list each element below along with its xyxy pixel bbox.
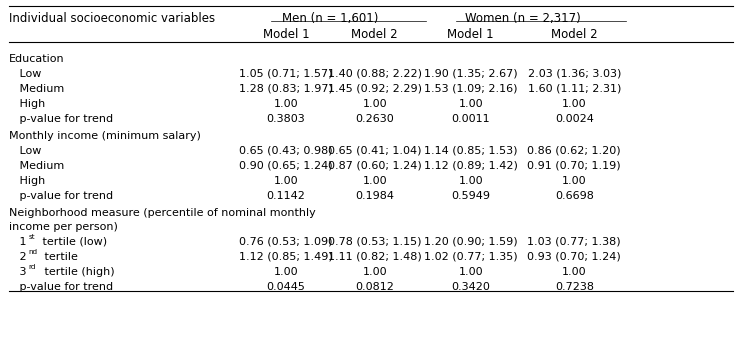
Text: tertile (high): tertile (high) bbox=[42, 267, 115, 277]
Text: 0.76 (0.53; 1.09): 0.76 (0.53; 1.09) bbox=[239, 237, 332, 247]
Text: Women (n = 2,317): Women (n = 2,317) bbox=[464, 12, 580, 25]
Text: 1.40 (0.88; 2.22): 1.40 (0.88; 2.22) bbox=[328, 69, 421, 79]
Text: High: High bbox=[9, 176, 45, 186]
Text: income per person): income per person) bbox=[9, 222, 118, 232]
Text: 2: 2 bbox=[9, 252, 27, 262]
Text: Model 2: Model 2 bbox=[551, 28, 597, 42]
Text: 1.12 (0.89; 1.42): 1.12 (0.89; 1.42) bbox=[424, 161, 518, 171]
Text: 1.00: 1.00 bbox=[362, 99, 387, 109]
Text: Low: Low bbox=[9, 146, 41, 156]
Text: rd: rd bbox=[28, 264, 36, 270]
Text: 0.3420: 0.3420 bbox=[451, 282, 490, 292]
Text: 0.5949: 0.5949 bbox=[451, 191, 490, 201]
Text: 1.02 (0.77; 1.35): 1.02 (0.77; 1.35) bbox=[424, 252, 518, 262]
Text: 0.6698: 0.6698 bbox=[555, 191, 594, 201]
Text: Men (n = 1,601): Men (n = 1,601) bbox=[282, 12, 378, 25]
Text: st: st bbox=[28, 234, 35, 240]
Text: nd: nd bbox=[28, 249, 38, 255]
Text: 1.00: 1.00 bbox=[362, 267, 387, 277]
Text: 1.53 (1.09; 2.16): 1.53 (1.09; 2.16) bbox=[424, 84, 518, 94]
Text: p-value for trend: p-value for trend bbox=[9, 114, 113, 124]
Text: 0.0812: 0.0812 bbox=[355, 282, 394, 292]
Text: 3: 3 bbox=[9, 267, 26, 277]
Text: 0.78 (0.53; 1.15): 0.78 (0.53; 1.15) bbox=[328, 237, 421, 247]
Text: 0.87 (0.60; 1.24): 0.87 (0.60; 1.24) bbox=[328, 161, 421, 171]
Text: tertile: tertile bbox=[42, 252, 78, 262]
Text: 0.0011: 0.0011 bbox=[451, 114, 490, 124]
Text: 0.86 (0.62; 1.20): 0.86 (0.62; 1.20) bbox=[528, 146, 621, 156]
Text: 0.65 (0.43; 0.98): 0.65 (0.43; 0.98) bbox=[239, 146, 333, 156]
Text: Low: Low bbox=[9, 69, 41, 79]
Text: Monthly income (minimum salary): Monthly income (minimum salary) bbox=[9, 131, 200, 141]
Text: 0.2630: 0.2630 bbox=[355, 114, 394, 124]
Text: 1.00: 1.00 bbox=[362, 176, 387, 186]
Text: Model 1: Model 1 bbox=[447, 28, 494, 42]
Text: Model 2: Model 2 bbox=[352, 28, 398, 42]
Text: 1: 1 bbox=[9, 237, 26, 247]
Text: Education: Education bbox=[9, 54, 65, 64]
Text: 0.65 (0.41; 1.04): 0.65 (0.41; 1.04) bbox=[328, 146, 421, 156]
Text: 1.11 (0.82; 1.48): 1.11 (0.82; 1.48) bbox=[328, 252, 421, 262]
Text: 0.1984: 0.1984 bbox=[355, 191, 394, 201]
Text: Medium: Medium bbox=[9, 84, 64, 94]
Text: 1.14 (0.85; 1.53): 1.14 (0.85; 1.53) bbox=[424, 146, 518, 156]
Text: 1.45 (0.92; 2.29): 1.45 (0.92; 2.29) bbox=[328, 84, 421, 94]
Text: 1.90 (1.35; 2.67): 1.90 (1.35; 2.67) bbox=[424, 69, 518, 79]
Text: 2.03 (1.36; 3.03): 2.03 (1.36; 3.03) bbox=[528, 69, 621, 79]
Text: 1.20 (0.90; 1.59): 1.20 (0.90; 1.59) bbox=[424, 237, 518, 247]
Text: 0.7238: 0.7238 bbox=[555, 282, 594, 292]
Text: 1.00: 1.00 bbox=[562, 267, 587, 277]
Text: 0.90 (0.65; 1.24): 0.90 (0.65; 1.24) bbox=[239, 161, 333, 171]
Text: 1.00: 1.00 bbox=[274, 267, 298, 277]
Text: 0.91 (0.70; 1.19): 0.91 (0.70; 1.19) bbox=[528, 161, 621, 171]
Text: 1.12 (0.85; 1.49): 1.12 (0.85; 1.49) bbox=[239, 252, 333, 262]
Text: 1.03 (0.77; 1.38): 1.03 (0.77; 1.38) bbox=[528, 237, 621, 247]
Text: 0.1142: 0.1142 bbox=[266, 191, 306, 201]
Text: 1.00: 1.00 bbox=[459, 267, 483, 277]
Text: Model 1: Model 1 bbox=[263, 28, 309, 42]
Text: Medium: Medium bbox=[9, 161, 64, 171]
Text: 1.00: 1.00 bbox=[562, 99, 587, 109]
Text: 1.00: 1.00 bbox=[562, 176, 587, 186]
Text: 1.00: 1.00 bbox=[459, 99, 483, 109]
Text: 0.93 (0.70; 1.24): 0.93 (0.70; 1.24) bbox=[528, 252, 621, 262]
Text: 1.05 (0.71; 1.57): 1.05 (0.71; 1.57) bbox=[239, 69, 332, 79]
Text: 0.0445: 0.0445 bbox=[266, 282, 306, 292]
Text: p-value for trend: p-value for trend bbox=[9, 282, 113, 292]
Text: 1.00: 1.00 bbox=[274, 176, 298, 186]
Text: Neighborhood measure (percentile of nominal monthly: Neighborhood measure (percentile of nomi… bbox=[9, 208, 315, 218]
Text: 0.0024: 0.0024 bbox=[555, 114, 594, 124]
Text: High: High bbox=[9, 99, 45, 109]
Text: tertile (low): tertile (low) bbox=[39, 237, 107, 247]
Text: 1.00: 1.00 bbox=[459, 176, 483, 186]
Text: 1.00: 1.00 bbox=[274, 99, 298, 109]
Text: 1.28 (0.83; 1.97): 1.28 (0.83; 1.97) bbox=[239, 84, 333, 94]
Text: Individual socioeconomic variables: Individual socioeconomic variables bbox=[9, 12, 215, 25]
Text: 1.60 (1.11; 2.31): 1.60 (1.11; 2.31) bbox=[528, 84, 621, 94]
Text: 0.3803: 0.3803 bbox=[266, 114, 306, 124]
Text: p-value for trend: p-value for trend bbox=[9, 191, 113, 201]
